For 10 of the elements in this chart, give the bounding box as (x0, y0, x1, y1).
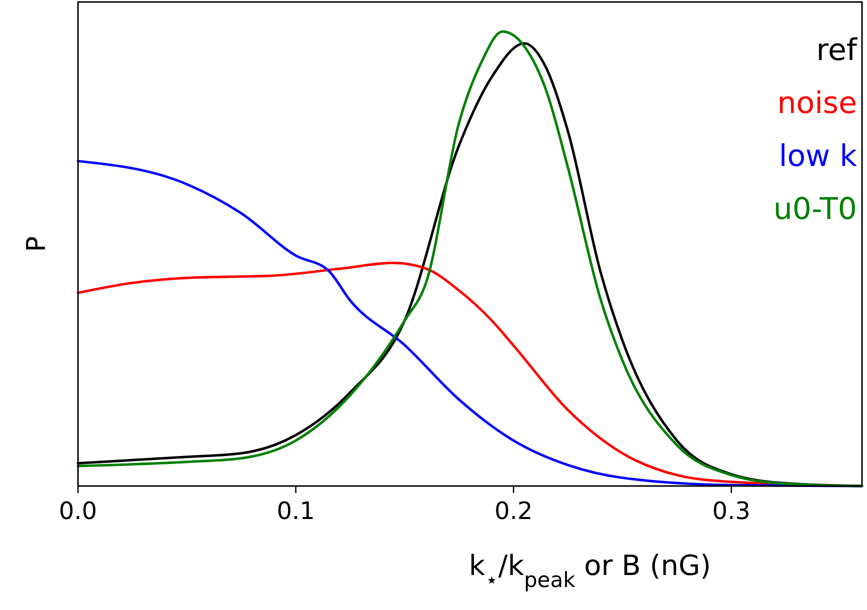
text: low k (778, 139, 858, 174)
text: u0-T0 (773, 192, 857, 227)
x-tick-label: 0.0 (58, 497, 98, 525)
x-tick-label: 0.2 (494, 497, 533, 525)
y-axis-title: P (22, 236, 52, 252)
x-tick-label: 0.1 (276, 497, 315, 525)
x-tick-label: 0.3 (712, 497, 750, 525)
text: noise (777, 86, 857, 121)
text: ref (816, 33, 858, 68)
x-axis-title: k$_{⋆}$/k$_{peak}$ or B (nG) (468, 549, 712, 592)
